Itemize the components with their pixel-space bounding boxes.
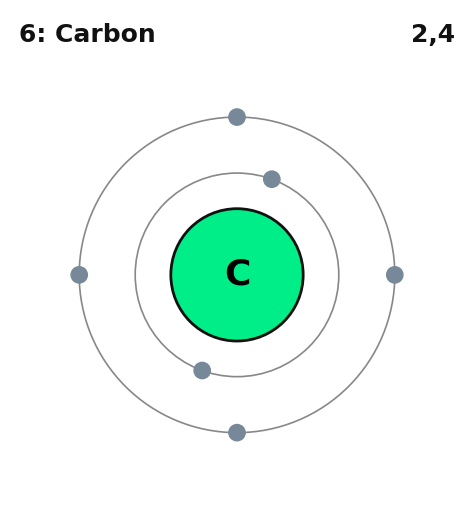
Circle shape bbox=[264, 171, 280, 187]
Circle shape bbox=[71, 267, 87, 283]
Circle shape bbox=[229, 425, 245, 441]
Circle shape bbox=[229, 109, 245, 125]
Circle shape bbox=[171, 209, 303, 341]
Text: C: C bbox=[224, 258, 250, 292]
Text: 6: Carbon: 6: Carbon bbox=[19, 23, 156, 47]
Text: 2,4: 2,4 bbox=[411, 23, 455, 47]
Circle shape bbox=[194, 362, 210, 379]
Circle shape bbox=[387, 267, 403, 283]
